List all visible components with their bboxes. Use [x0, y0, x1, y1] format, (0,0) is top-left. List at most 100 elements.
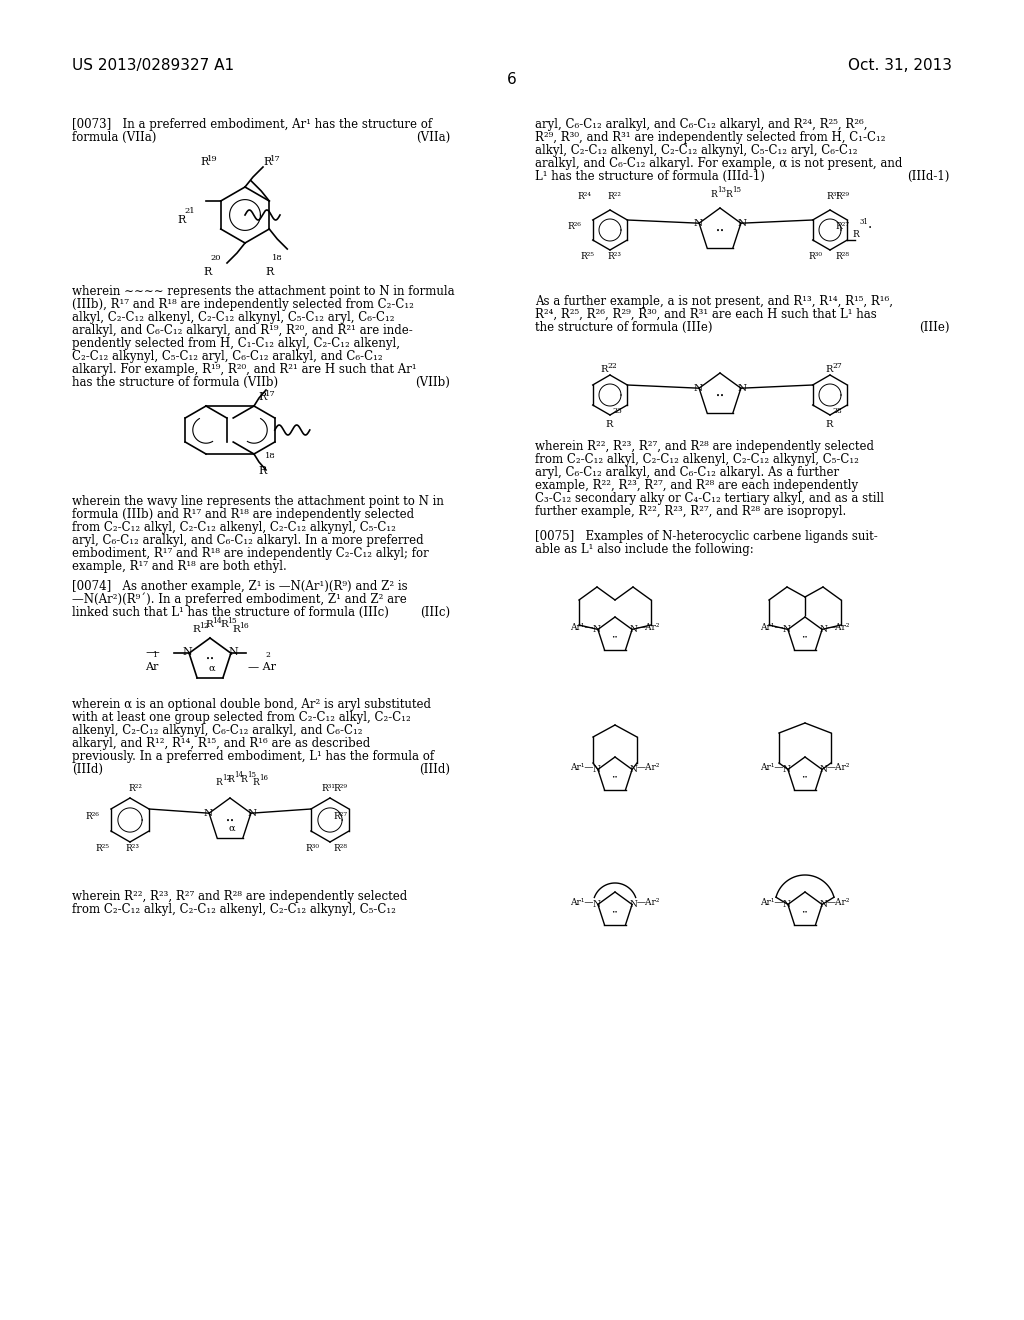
Text: further example, R²², R²³, R²⁷, and R²⁸ are isopropyl.: further example, R²², R²³, R²⁷, and R²⁸ … — [535, 506, 846, 517]
Text: ••: •• — [611, 774, 618, 779]
Text: alkaryl. For example, R¹⁹, R²⁰, and R²¹ are H such that Ar¹: alkaryl. For example, R¹⁹, R²⁰, and R²¹ … — [72, 363, 417, 376]
Text: 16: 16 — [239, 622, 249, 630]
Text: α: α — [209, 664, 215, 672]
Text: C₃-C₁₂ secondary alky or C₄-C₁₂ tertiary alkyl, and as a still: C₃-C₁₂ secondary alky or C₄-C₁₂ tertiary… — [535, 492, 884, 506]
Text: 22: 22 — [607, 362, 616, 370]
Text: Ar¹—: Ar¹— — [570, 898, 594, 907]
Text: —Ar²: —Ar² — [826, 763, 850, 772]
Text: Ar¹—: Ar¹— — [761, 623, 784, 632]
Text: N: N — [693, 219, 702, 228]
Text: —: — — [145, 645, 159, 659]
Text: N: N — [593, 764, 601, 774]
Text: (IIId): (IIId) — [72, 763, 103, 776]
Text: the structure of formula (IIIe): the structure of formula (IIIe) — [535, 321, 713, 334]
Text: [0074]   As another example, Z¹ is —N(Ar¹)(R⁹) and Z² is: [0074] As another example, Z¹ is —N(Ar¹)… — [72, 579, 408, 593]
Text: pendently selected from H, C₁-C₁₂ alkyl, C₂-C₁₂ alkenyl,: pendently selected from H, C₁-C₁₂ alkyl,… — [72, 337, 400, 350]
Text: ••: •• — [226, 817, 234, 825]
Text: R: R — [203, 267, 211, 277]
Text: 15: 15 — [247, 771, 256, 779]
Text: aryl, C₆-C₁₂ aralkyl, and C₆-C₁₂ alkaryl. In a more preferred: aryl, C₆-C₁₂ aralkyl, and C₆-C₁₂ alkaryl… — [72, 535, 424, 546]
Text: formula (IIIb) and R¹⁷ and R¹⁸ are independently selected: formula (IIIb) and R¹⁷ and R¹⁸ are indep… — [72, 508, 414, 521]
Text: with at least one group selected from C₂-C₁₂ alkyl, C₂-C₁₂: with at least one group selected from C₂… — [72, 711, 411, 723]
Text: Ar¹—: Ar¹— — [570, 623, 594, 632]
Text: ••: •• — [716, 392, 724, 400]
Text: R: R — [605, 420, 612, 429]
Text: R³⁰: R³⁰ — [808, 252, 822, 261]
Text: 20: 20 — [210, 253, 220, 261]
Text: N: N — [737, 219, 746, 228]
Text: N: N — [819, 624, 827, 634]
Text: R²⁹: R²⁹ — [835, 191, 849, 201]
Text: —Ar²: —Ar² — [826, 898, 850, 907]
Text: R: R — [227, 775, 233, 784]
Text: Ar¹—: Ar¹— — [761, 763, 784, 772]
Text: 15: 15 — [227, 616, 237, 624]
Text: α: α — [228, 824, 236, 833]
Text: US 2013/0289327 A1: US 2013/0289327 A1 — [72, 58, 234, 73]
Text: N: N — [248, 809, 256, 817]
Text: 2: 2 — [265, 651, 270, 659]
Text: R²⁴, R²⁵, R²⁶, R²⁹, R³⁰, and R³¹ are each H such that L¹ has: R²⁴, R²⁵, R²⁶, R²⁹, R³⁰, and R³¹ are eac… — [535, 308, 877, 321]
Text: 17: 17 — [270, 154, 281, 162]
Text: wherein the wavy line represents the attachment point to N in: wherein the wavy line represents the att… — [72, 495, 443, 508]
Text: example, R²², R²³, R²⁷, and R²⁸ are each independently: example, R²², R²³, R²⁷, and R²⁸ are each… — [535, 479, 858, 492]
Text: ••: •• — [802, 634, 808, 639]
Text: R²⁸: R²⁸ — [835, 252, 849, 261]
Text: N: N — [228, 647, 238, 657]
Text: R²⁹: R²⁹ — [333, 784, 347, 793]
Text: N: N — [204, 809, 213, 817]
Text: wherein R²², R²³, R²⁷ and R²⁸ are independently selected: wherein R²², R²³, R²⁷ and R²⁸ are indepe… — [72, 890, 408, 903]
Text: 23: 23 — [612, 407, 622, 414]
Text: 16: 16 — [259, 774, 268, 781]
Text: R²⁶: R²⁶ — [567, 222, 581, 231]
Text: R: R — [220, 620, 227, 630]
Text: ••: •• — [716, 227, 724, 235]
Text: — Ar: — Ar — [248, 663, 276, 672]
Text: wherein ∼∼∼∼ represents the attachment point to N in formula: wherein ∼∼∼∼ represents the attachment p… — [72, 285, 455, 298]
Text: R: R — [725, 190, 732, 199]
Text: As a further example, a is not present, and R¹³, R¹⁴, R¹⁵, R¹⁶,: As a further example, a is not present, … — [535, 294, 893, 308]
Text: (IIIb), R¹⁷ and R¹⁸ are independently selected from C₂-C₁₂: (IIIb), R¹⁷ and R¹⁸ are independently se… — [72, 298, 414, 312]
Text: Oct. 31, 2013: Oct. 31, 2013 — [848, 58, 952, 73]
Text: R²²: R²² — [607, 191, 621, 201]
Text: R²⁵: R²⁵ — [580, 252, 594, 261]
Text: R: R — [232, 624, 240, 634]
Text: R: R — [177, 215, 185, 224]
Text: R: R — [205, 620, 213, 630]
Text: N: N — [737, 384, 746, 393]
Text: N: N — [629, 900, 637, 909]
Text: able as L¹ also include the following:: able as L¹ also include the following: — [535, 543, 754, 556]
Text: alkyl, C₂-C₁₂ alkenyl, C₂-C₁₂ alkynyl, C₅-C₁₂ aryl, C₆-C₁₂: alkyl, C₂-C₁₂ alkenyl, C₂-C₁₂ alkynyl, C… — [72, 312, 394, 323]
Text: R²⁶: R²⁶ — [85, 812, 99, 821]
Text: —Ar²: —Ar² — [636, 623, 659, 632]
Text: (VIIa): (VIIa) — [416, 131, 450, 144]
Text: ••: •• — [206, 655, 214, 663]
Text: aryl, C₆-C₁₂ aralkyl, and C₆-C₁₂ alkaryl. As a further: aryl, C₆-C₁₂ aralkyl, and C₆-C₁₂ alkaryl… — [535, 466, 839, 479]
Text: 21: 21 — [184, 207, 195, 215]
Text: (IIId-1): (IIId-1) — [907, 170, 950, 183]
Text: R: R — [258, 392, 266, 403]
Text: aralkyl, and C₆-C₁₂ alkaryl, and R¹⁹, R²⁰, and R²¹ are inde-: aralkyl, and C₆-C₁₂ alkaryl, and R¹⁹, R²… — [72, 323, 413, 337]
Text: R: R — [258, 466, 266, 477]
Text: N: N — [629, 764, 637, 774]
Text: 13: 13 — [717, 186, 726, 194]
Text: N: N — [182, 647, 191, 657]
Text: aralkyl, and C₆-C₁₂ alkaryl. For example, α is not present, and: aralkyl, and C₆-C₁₂ alkaryl. For example… — [535, 157, 902, 170]
Text: (IIIc): (IIIc) — [420, 606, 450, 619]
Text: has the structure of formula (VIIb): has the structure of formula (VIIb) — [72, 376, 279, 389]
Text: alkaryl, and R¹², R¹⁴, R¹⁵, and R¹⁶ are as described: alkaryl, and R¹², R¹⁴, R¹⁵, and R¹⁶ are … — [72, 737, 371, 750]
Text: —Ar²: —Ar² — [636, 898, 659, 907]
Text: 1: 1 — [152, 651, 157, 659]
Text: 18: 18 — [265, 451, 275, 459]
Text: R: R — [825, 366, 833, 374]
Text: R: R — [263, 157, 271, 168]
Text: N: N — [693, 384, 702, 393]
Text: 12: 12 — [222, 774, 231, 781]
Text: .: . — [868, 216, 872, 231]
Text: N: N — [819, 764, 827, 774]
Text: R²⁸: R²⁸ — [333, 843, 347, 853]
Text: R³⁰: R³⁰ — [305, 843, 319, 853]
Text: L¹ has the structure of formula (IIId-1): L¹ has the structure of formula (IIId-1) — [535, 170, 765, 183]
Text: [0075]   Examples of N-heterocyclic carbene ligands suit-: [0075] Examples of N-heterocyclic carben… — [535, 531, 878, 543]
Text: from C₂-C₁₂ alkyl, C₂-C₁₂ alkenyl, C₂-C₁₂ alkynyl, C₅-C₁₂: from C₂-C₁₂ alkyl, C₂-C₁₂ alkenyl, C₂-C₁… — [535, 453, 859, 466]
